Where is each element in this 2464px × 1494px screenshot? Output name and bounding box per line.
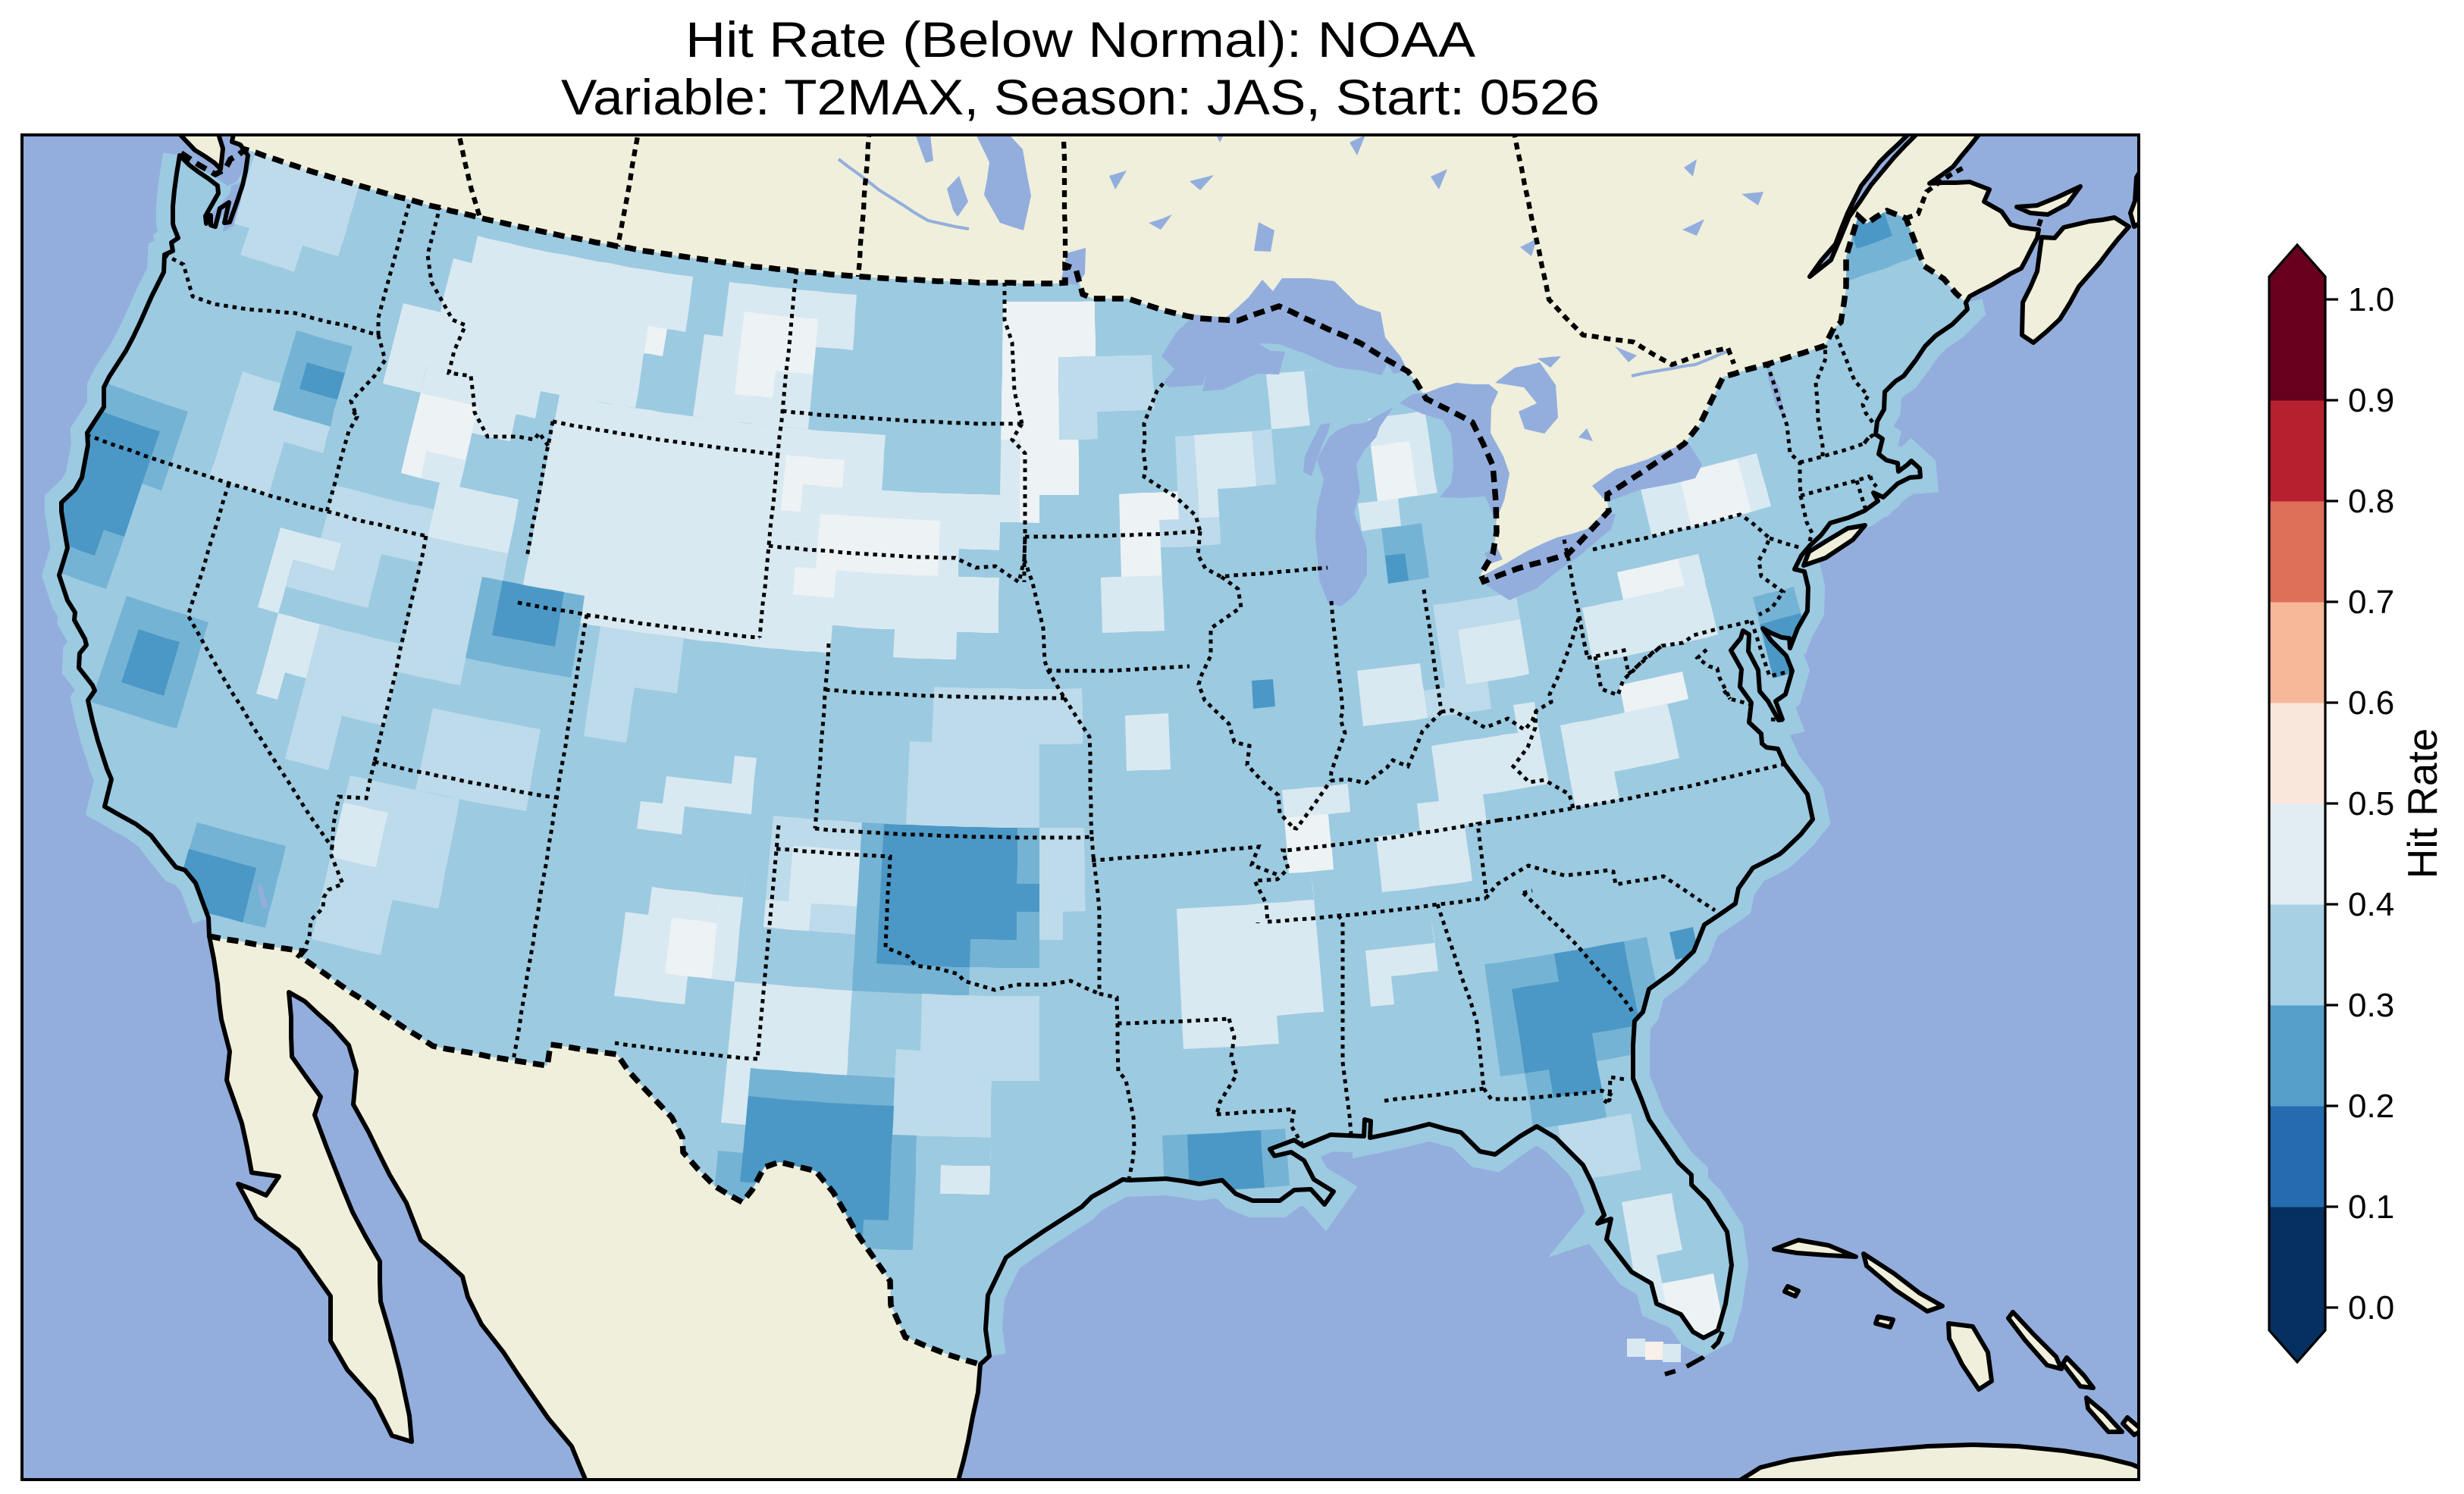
svg-text:0.3: 0.3 [2348, 987, 2394, 1024]
svg-text:0.1: 0.1 [2348, 1189, 2394, 1226]
svg-text:0.0: 0.0 [2348, 1289, 2394, 1326]
svg-text:0.9: 0.9 [2348, 382, 2394, 419]
svg-text:Variable: T2MAX, Season: JAS,: Variable: T2MAX, Season: JAS, Start: 052… [561, 69, 1600, 125]
svg-text:0.7: 0.7 [2348, 584, 2394, 621]
svg-text:Hit Rate: Hit Rate [2399, 728, 2446, 879]
svg-text:0.5: 0.5 [2348, 785, 2394, 822]
svg-text:Hit Rate (Below Normal): NOAA: Hit Rate (Below Normal): NOAA [685, 11, 1475, 67]
svg-text:0.8: 0.8 [2348, 483, 2394, 520]
svg-text:0.2: 0.2 [2348, 1088, 2394, 1125]
svg-text:1.0: 1.0 [2348, 281, 2394, 318]
svg-text:0.6: 0.6 [2348, 684, 2394, 722]
svg-text:0.4: 0.4 [2348, 886, 2394, 923]
